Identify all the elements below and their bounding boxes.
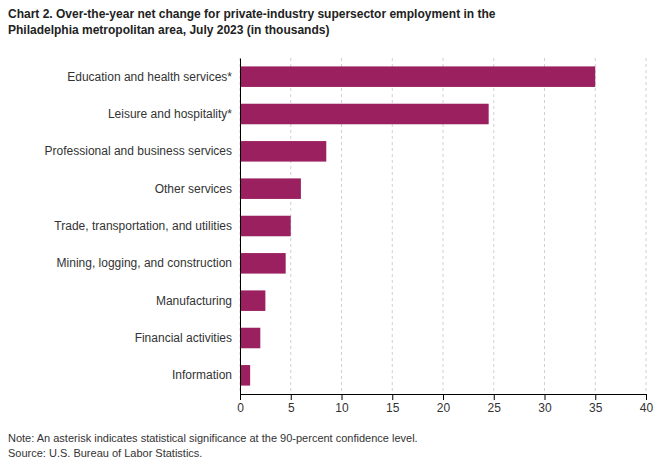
grid	[240, 58, 646, 394]
y-tick: Leisure and hospitality*	[108, 107, 240, 121]
y-tick-label: Manufacturing	[156, 294, 232, 308]
x-tick-label: 10	[335, 401, 349, 415]
y-tick: Professional and business services	[45, 144, 240, 158]
y-tick-label: Trade, transportation, and utilities	[54, 219, 232, 233]
subtitle: Philadelphia metropolitan area, July 202…	[8, 23, 329, 37]
y-tick: Education and health services*	[67, 70, 240, 84]
x-tick-mark	[595, 394, 596, 400]
grid-line	[240, 58, 241, 394]
x-tick: 15	[386, 394, 400, 415]
bar	[240, 178, 301, 199]
x-tick-label: 35	[589, 401, 603, 415]
x-tick: 35	[589, 394, 603, 415]
x-tick-mark	[494, 394, 495, 400]
x-tick: 30	[538, 394, 552, 415]
x-tick-mark	[291, 394, 292, 400]
x-tick-mark	[240, 394, 241, 400]
bar	[240, 66, 595, 87]
bar	[240, 104, 489, 125]
bar	[240, 216, 291, 237]
x-tick: 40	[640, 394, 654, 415]
x-tick: 20	[437, 394, 451, 415]
y-tick: Financial activities	[135, 331, 240, 345]
x-tick-label: 30	[538, 401, 552, 415]
y-tick-label: Financial activities	[135, 331, 232, 345]
x-tick-mark	[646, 394, 647, 400]
x-tick-mark	[545, 394, 546, 400]
x-tick: 5	[288, 394, 295, 415]
y-tick-label: Professional and business services	[45, 144, 232, 158]
x-tick: 10	[335, 394, 349, 415]
note: Note: An asterisk indicates statistical …	[8, 432, 418, 444]
x-tick-label: 20	[437, 401, 451, 415]
y-tick-label: Information	[172, 368, 232, 382]
plot-area: 0 5 10 15 20 25 30 35 40 Education and health ser…	[45, 58, 654, 415]
bar	[240, 328, 260, 349]
y-tick: Information	[172, 368, 240, 382]
y-tick-label: Mining, logging, and construction	[57, 256, 232, 270]
bar	[240, 141, 326, 162]
bar	[240, 290, 265, 311]
x-tick-label: 0	[237, 401, 244, 415]
grid-line	[595, 58, 596, 394]
y-tick-label: Leisure and hospitality*	[108, 107, 232, 121]
y-axis-line	[240, 59, 241, 395]
y-axis: Education and health services* Leisure an…	[45, 59, 241, 395]
x-tick-mark	[443, 394, 444, 400]
y-tick: Mining, logging, and construction	[57, 256, 240, 270]
bar	[240, 365, 250, 386]
notes: Note: An asterisk indicates statistical …	[8, 432, 418, 459]
grid-line	[544, 58, 545, 394]
bar	[240, 253, 286, 274]
title: Chart 2. Over-the-year net change for pr…	[8, 7, 496, 21]
chart-svg: Chart 2. Over-the-year net change for pr…	[0, 0, 672, 468]
note: Source: U.S. Bureau of Labor Statistics.	[8, 447, 202, 459]
y-tick: Other services	[155, 182, 240, 196]
grid-line	[646, 58, 647, 394]
chart-container: Chart 2. Over-the-year net change for pr…	[0, 0, 672, 468]
x-tick: 0	[237, 394, 244, 415]
x-tick-label: 5	[288, 401, 295, 415]
title-group: Chart 2. Over-the-year net change for pr…	[8, 7, 496, 37]
y-tick-label: Education and health services*	[67, 70, 232, 84]
x-tick-label: 25	[488, 401, 502, 415]
y-tick: Manufacturing	[156, 294, 240, 308]
x-axis: 0 5 10 15 20 25 30 35 40	[237, 394, 653, 415]
x-tick-mark	[342, 394, 343, 400]
y-tick-label: Other services	[155, 182, 232, 196]
grid-line	[493, 58, 494, 394]
x-tick: 25	[488, 394, 502, 415]
x-tick-label: 15	[386, 401, 400, 415]
y-tick: Trade, transportation, and utilities	[54, 219, 240, 233]
x-tick-mark	[392, 394, 393, 400]
bars	[240, 66, 595, 385]
x-axis-line	[241, 395, 647, 401]
x-tick-label: 40	[640, 401, 654, 415]
